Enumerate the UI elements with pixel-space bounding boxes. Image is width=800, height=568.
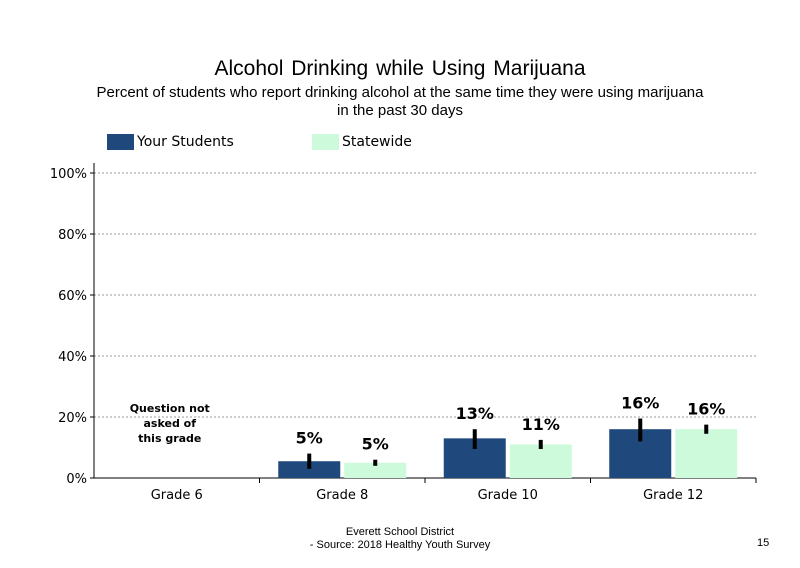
y-tick-label: 20% bbox=[58, 411, 87, 426]
annotation-text: this grade bbox=[138, 432, 201, 445]
chart-subtitle-line-1: Percent of students who report drinking … bbox=[96, 84, 704, 101]
footer-source: - Source: 2018 Healthy Youth Survey bbox=[309, 539, 491, 551]
data-label: 16% bbox=[621, 394, 659, 413]
data-label: 16% bbox=[687, 400, 725, 419]
x-tick-label: Grade 8 bbox=[316, 488, 368, 503]
bar bbox=[344, 462, 407, 478]
data-label: 11% bbox=[522, 415, 560, 434]
chart-title: Alcohol Drinking while Using Marijuana bbox=[214, 57, 586, 80]
data-label: 13% bbox=[456, 404, 494, 423]
chart-subtitle: Percent of students who report drinking … bbox=[40, 84, 760, 120]
data-label: 5% bbox=[362, 435, 389, 454]
x-tick-label: Grade 6 bbox=[151, 488, 203, 503]
y-tick-label: 60% bbox=[58, 289, 87, 304]
legend-swatch-your-students bbox=[107, 134, 134, 150]
bar bbox=[278, 461, 341, 478]
x-tick-label: Grade 10 bbox=[478, 488, 538, 503]
bar bbox=[509, 444, 572, 478]
bar bbox=[675, 429, 738, 478]
legend-label-your-students: Your Students bbox=[137, 134, 234, 150]
page-number: 15 bbox=[757, 537, 770, 549]
data-label: 5% bbox=[296, 429, 323, 448]
annotation-text: asked of bbox=[144, 417, 197, 430]
y-tick-label: 100% bbox=[50, 167, 87, 182]
y-tick-label: 0% bbox=[66, 472, 87, 487]
legend-swatch-statewide bbox=[312, 134, 339, 150]
footer-district: Everett School District bbox=[345, 526, 455, 538]
legend-label-statewide: Statewide bbox=[342, 134, 412, 150]
chart-subtitle-line-2: in the past 30 days bbox=[337, 102, 463, 119]
y-tick-label: 80% bbox=[58, 228, 87, 243]
x-tick-label: Grade 12 bbox=[643, 488, 703, 503]
annotation-text: Question not bbox=[130, 402, 210, 415]
y-tick-label: 40% bbox=[58, 350, 87, 365]
